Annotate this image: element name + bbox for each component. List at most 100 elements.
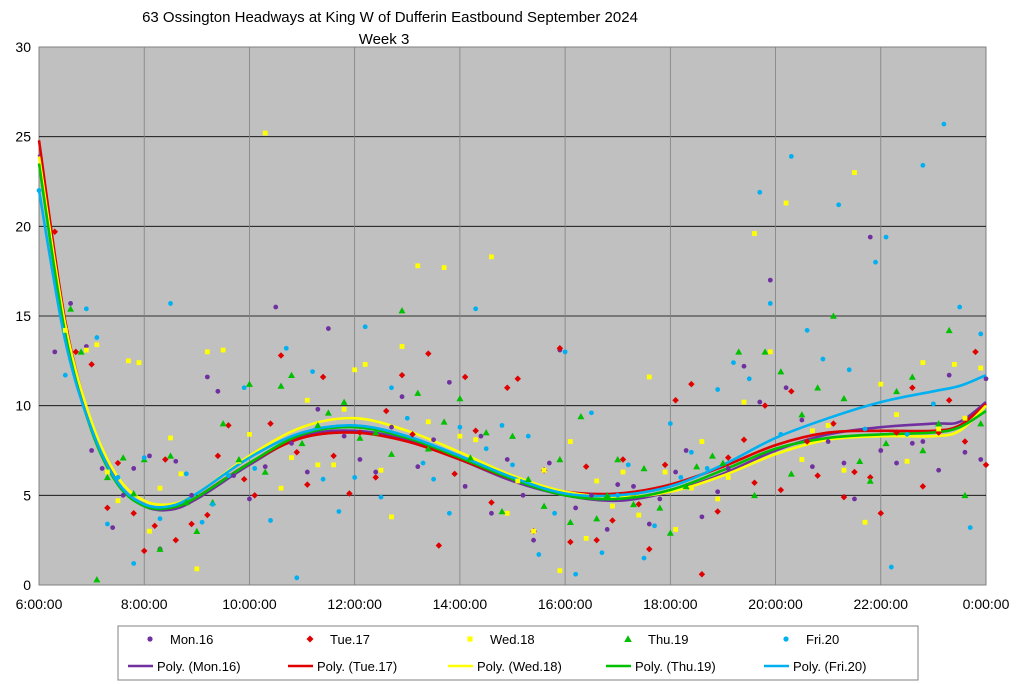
legend-marker xyxy=(467,636,473,642)
data-point xyxy=(841,467,847,473)
data-point xyxy=(110,525,116,531)
data-point xyxy=(952,362,957,367)
data-point xyxy=(741,399,747,405)
data-point xyxy=(688,449,694,455)
data-point xyxy=(652,523,657,529)
data-point xyxy=(673,527,678,532)
series-tue-17 xyxy=(51,228,990,578)
data-point xyxy=(851,468,858,476)
data-point xyxy=(120,492,126,498)
data-point xyxy=(283,345,289,351)
data-point xyxy=(188,520,195,528)
data-point xyxy=(646,545,653,553)
data-point xyxy=(289,440,294,446)
data-point xyxy=(294,575,300,581)
data-point xyxy=(315,462,321,468)
data-point xyxy=(961,438,969,445)
data-point xyxy=(945,326,953,334)
data-point xyxy=(451,470,458,478)
data-point xyxy=(761,402,769,409)
chart-subtitle: Week 3 xyxy=(359,31,410,48)
data-point xyxy=(320,476,326,482)
data-point xyxy=(531,528,536,534)
data-point xyxy=(809,464,815,470)
data-point xyxy=(852,170,857,175)
data-point xyxy=(536,552,542,557)
data-point xyxy=(277,352,285,359)
data-point xyxy=(672,397,679,404)
data-point xyxy=(382,407,390,415)
data-point xyxy=(883,234,889,240)
data-point xyxy=(609,517,616,524)
data-point xyxy=(866,477,874,484)
data-point xyxy=(204,511,211,519)
data-point xyxy=(787,470,795,477)
data-point xyxy=(472,427,479,435)
legend-label: Fri.20 xyxy=(806,632,839,647)
data-point xyxy=(199,519,205,525)
data-point xyxy=(836,202,842,208)
data-point xyxy=(604,527,610,532)
data-point xyxy=(424,445,432,452)
data-point xyxy=(731,360,736,366)
trendline-fri-20 xyxy=(37,190,987,509)
data-point xyxy=(247,496,252,502)
data-point xyxy=(341,406,347,412)
data-point xyxy=(945,397,953,404)
data-point xyxy=(340,398,348,405)
data-point xyxy=(183,471,189,477)
data-point xyxy=(856,457,864,465)
data-point xyxy=(293,449,301,456)
data-point xyxy=(461,373,469,381)
data-point xyxy=(919,483,927,490)
data-point xyxy=(635,501,643,508)
data-point xyxy=(904,458,910,464)
data-point xyxy=(583,535,589,541)
data-point xyxy=(767,301,773,306)
data-point xyxy=(946,372,952,378)
data-point xyxy=(919,447,927,454)
legend-label: Mon.16 xyxy=(170,632,213,647)
data-point xyxy=(978,365,984,371)
scatter-points xyxy=(36,121,990,583)
data-point xyxy=(277,382,285,389)
data-point xyxy=(814,472,821,479)
data-point xyxy=(225,422,232,429)
data-point xyxy=(457,424,463,430)
y-tick-label: 10 xyxy=(15,398,31,414)
data-point xyxy=(372,474,379,481)
data-point xyxy=(699,514,705,520)
data-point xyxy=(189,492,194,498)
data-point xyxy=(809,428,815,434)
data-point xyxy=(610,503,615,509)
data-point xyxy=(552,510,557,516)
data-point xyxy=(214,452,222,460)
series-fri-20 xyxy=(36,121,984,581)
data-point xyxy=(478,433,484,439)
data-point xyxy=(631,483,636,489)
data-point xyxy=(194,566,200,572)
data-point xyxy=(862,519,868,525)
data-point xyxy=(104,521,110,527)
data-point xyxy=(298,439,306,447)
data-point xyxy=(657,496,663,502)
data-point xyxy=(372,429,380,436)
y-tick-label: 30 xyxy=(15,39,31,55)
data-point xyxy=(346,490,353,497)
data-point xyxy=(783,200,789,206)
data-point xyxy=(778,431,784,437)
data-point xyxy=(247,431,252,437)
legend-trend-label: Poly. (Fri.20) xyxy=(793,659,866,674)
data-point xyxy=(798,411,806,418)
data-point xyxy=(399,344,405,349)
data-point xyxy=(130,510,137,517)
data-point xyxy=(431,476,436,482)
data-point xyxy=(873,259,878,265)
data-point xyxy=(708,452,716,459)
data-point xyxy=(593,515,601,522)
data-point xyxy=(525,433,531,439)
data-point xyxy=(446,510,452,516)
data-point xyxy=(278,485,284,491)
data-point xyxy=(398,371,406,379)
data-point xyxy=(909,384,916,391)
